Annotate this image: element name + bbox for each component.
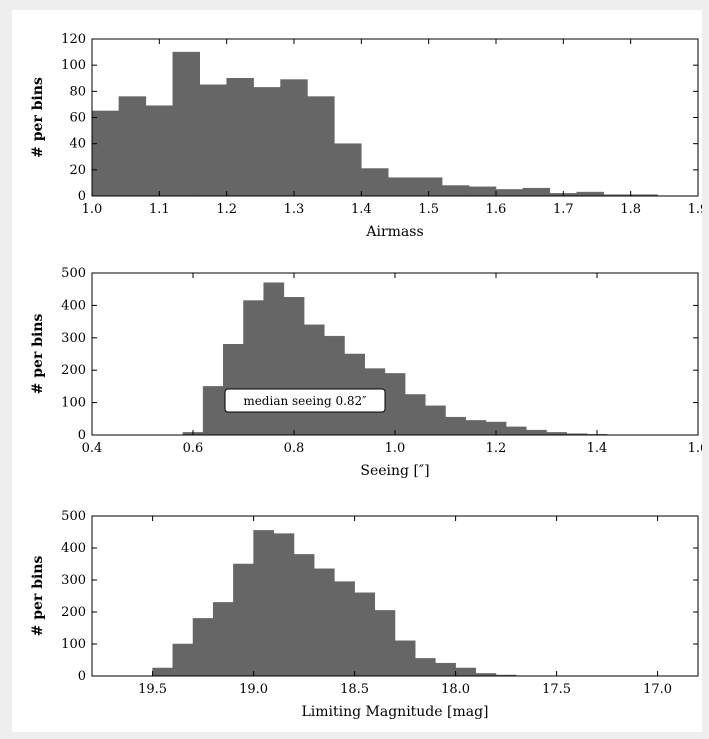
histogram-bar <box>253 87 281 197</box>
y-tick-label: 0 <box>78 189 86 204</box>
y-tick-label: 100 <box>61 58 86 73</box>
x-tick-label: 1.2 <box>216 202 237 217</box>
annotation-box <box>224 388 386 413</box>
x-axis-label: Seeing [″] <box>360 463 429 479</box>
x-tick-label: 19.5 <box>138 682 167 697</box>
x-tick-label: 1.9 <box>688 202 702 217</box>
histogram-bar <box>374 610 396 677</box>
x-tick-label: 1.0 <box>82 202 103 217</box>
histogram-bar <box>226 78 254 197</box>
x-tick-label: 1.4 <box>587 441 608 456</box>
histogram-bar <box>394 640 416 677</box>
x-tick-label: 18.0 <box>441 682 470 697</box>
histogram-bar <box>354 592 376 677</box>
axes-frame <box>91 515 699 677</box>
x-tick-label: 0.6 <box>183 441 204 456</box>
histogram-bar <box>384 373 406 436</box>
histogram-bar <box>361 168 389 197</box>
x-tick-label: 1.8 <box>620 202 641 217</box>
histogram-bar <box>91 110 120 197</box>
x-tick-label: 0.8 <box>284 441 305 456</box>
x-tick-label: 1.6 <box>486 202 507 217</box>
y-axis-label: # per bins <box>30 556 46 637</box>
y-tick-label: 0 <box>78 428 86 443</box>
histogram-bar <box>233 563 254 677</box>
x-tick-label: 1.7 <box>553 202 574 217</box>
histogram-bar <box>212 602 234 677</box>
y-tick-label: 0 <box>78 669 86 684</box>
y-tick-label: 20 <box>69 163 86 178</box>
histogram-figure: 1.0 1.1 1.2 1.3 1.4 1.5 1.6 1.7 1.8 1.9 0 20 40 60 80 1… <box>30 32 702 720</box>
annotation-text: median seeing 0.82″ <box>243 394 367 408</box>
histogram-bar <box>435 662 456 677</box>
histogram-bar <box>145 105 174 197</box>
histogram-bar <box>273 533 295 677</box>
x-tick-label: 1.6 <box>688 441 702 456</box>
histogram-bar <box>526 429 547 436</box>
histogram-bar <box>172 643 194 677</box>
histogram-bar <box>505 426 527 436</box>
histogram-bar <box>152 667 174 677</box>
histogram-bar <box>303 324 325 436</box>
histogram-bar <box>576 191 604 197</box>
y-tick-label: 500 <box>61 266 86 281</box>
x-axis-label: Airmass <box>365 224 423 240</box>
histogram-bar <box>522 187 551 197</box>
y-tick-label: 400 <box>61 541 86 556</box>
histogram-bar <box>253 530 275 677</box>
histogram-bar <box>280 79 308 197</box>
x-tick-label: 1.2 <box>486 441 507 456</box>
x-axis-label: Limiting Magnitude [mag] <box>301 704 488 720</box>
y-tick-label: 60 <box>69 111 86 126</box>
y-axis-label: # per bins <box>30 77 46 158</box>
histogram-bar <box>199 84 227 197</box>
y-axis-label: # per bins <box>30 314 46 395</box>
y-tick-label: 100 <box>61 637 86 652</box>
histogram-bar <box>293 554 315 677</box>
histogram-bar <box>495 189 524 197</box>
histogram-bar <box>334 143 362 197</box>
histogram-bar <box>404 394 426 436</box>
x-tick-label: 1.5 <box>418 202 439 217</box>
histogram-bar <box>313 568 335 677</box>
histogram-bar <box>324 335 345 436</box>
y-tick-label: 40 <box>69 137 86 152</box>
y-tick-label: 300 <box>61 573 86 588</box>
y-tick-label: 200 <box>61 363 86 378</box>
histogram-bar <box>118 96 147 197</box>
x-tick-label: 17.0 <box>643 682 672 697</box>
figure: 1.0 1.1 1.2 1.3 1.4 1.5 1.6 1.7 1.8 1.9 0 20 40 60 80 1… <box>12 10 702 732</box>
histogram-bar <box>441 185 470 197</box>
histogram-bar <box>465 420 487 436</box>
histogram-bar <box>425 405 446 436</box>
y-tick-label: 120 <box>61 32 86 47</box>
y-tick-label: 300 <box>61 331 86 346</box>
histogram-bar <box>414 658 436 677</box>
x-tick-label: 18.5 <box>340 682 369 697</box>
x-tick-label: 1.4 <box>351 202 372 217</box>
x-tick-label: 19.0 <box>239 682 268 697</box>
y-tick-label: 80 <box>69 84 86 99</box>
histogram-bar <box>172 51 200 197</box>
histogram-bar <box>243 300 264 436</box>
histogram-bar <box>283 297 305 436</box>
x-tick-label: 0.4 <box>82 441 103 456</box>
histogram-bar <box>468 186 497 197</box>
histogram-bar <box>307 96 335 197</box>
histogram-bar <box>388 177 416 197</box>
y-tick-label: 400 <box>61 298 86 313</box>
histogram-bar <box>455 667 477 677</box>
histogram-bar <box>445 416 466 436</box>
histogram-bar <box>192 618 214 677</box>
y-tick-label: 200 <box>61 605 86 620</box>
x-tick-label: 1.1 <box>149 202 170 217</box>
y-tick-label: 500 <box>61 509 86 524</box>
x-tick-label: 17.5 <box>542 682 571 697</box>
histogram-bar <box>202 386 224 436</box>
y-tick-label: 100 <box>61 396 86 411</box>
x-tick-label: 1.3 <box>284 202 305 217</box>
histogram-bar <box>334 581 355 677</box>
x-tick-label: 1.0 <box>385 441 406 456</box>
